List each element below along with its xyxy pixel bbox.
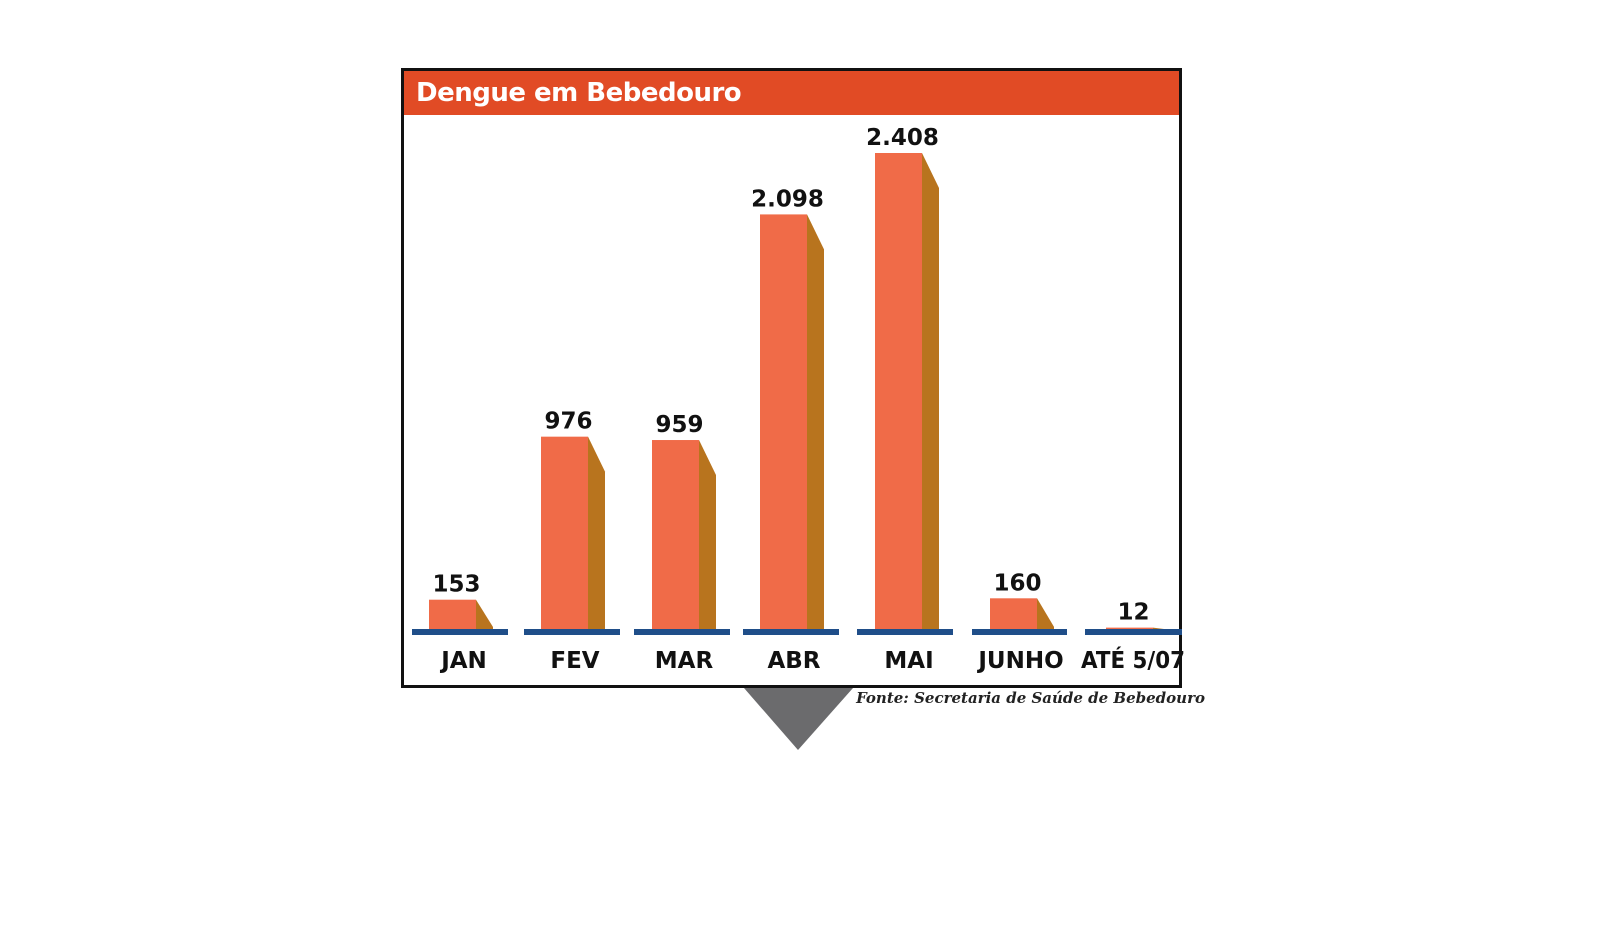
category-label: MAR — [655, 648, 714, 674]
category-label: ABR — [767, 648, 820, 674]
data-label: 12 — [1117, 600, 1149, 626]
bar-side — [699, 440, 716, 630]
baseline-segment — [972, 629, 1067, 635]
bar-side — [922, 153, 939, 630]
category-label: JUNHO — [976, 648, 1063, 674]
bar-group: 976 FEV — [524, 409, 620, 674]
bar — [760, 214, 807, 630]
category-label: FEV — [550, 648, 599, 674]
data-label: 959 — [655, 412, 703, 438]
bar-side — [588, 436, 605, 630]
baseline-segment — [743, 629, 839, 635]
bar-side — [1037, 598, 1054, 630]
data-label: 2.408 — [866, 125, 939, 151]
data-label: 160 — [993, 570, 1041, 596]
chart-header: Dengue em Bebedouro — [404, 71, 1179, 115]
bar-group: 959 MAR — [634, 412, 730, 674]
baseline-segment — [524, 629, 620, 635]
chart-source: Fonte: Secretaria de Saúde de Bebedouro — [856, 689, 1205, 707]
bar — [652, 440, 699, 630]
bar-group: 12 ATÉ 5/07 — [1081, 600, 1185, 674]
category-label: ATÉ 5/07 — [1081, 646, 1185, 674]
category-label: JAN — [439, 648, 487, 674]
bar-group: 160 JUNHO — [972, 570, 1067, 674]
pointer-triangle-shape — [744, 688, 853, 750]
bar — [1106, 627, 1153, 630]
bar-group: 2.408 MAI — [857, 125, 953, 674]
data-label: 976 — [544, 409, 592, 435]
chart-title: Dengue em Bebedouro — [416, 78, 742, 108]
bar — [875, 153, 922, 630]
baseline-segment — [857, 629, 953, 635]
bar-side — [476, 599, 493, 630]
bar — [990, 598, 1037, 630]
data-label: 153 — [432, 572, 480, 598]
bar — [541, 436, 588, 630]
bar — [429, 599, 476, 630]
bar-group: 2.098 ABR — [743, 186, 839, 674]
baseline-segment — [1085, 629, 1182, 635]
category-label: MAI — [884, 648, 933, 674]
data-label: 2.098 — [751, 186, 824, 212]
baseline-segment — [412, 629, 508, 635]
baseline-segment — [634, 629, 730, 635]
bar-side — [807, 214, 824, 630]
bar-group: 153 JAN — [412, 572, 508, 674]
